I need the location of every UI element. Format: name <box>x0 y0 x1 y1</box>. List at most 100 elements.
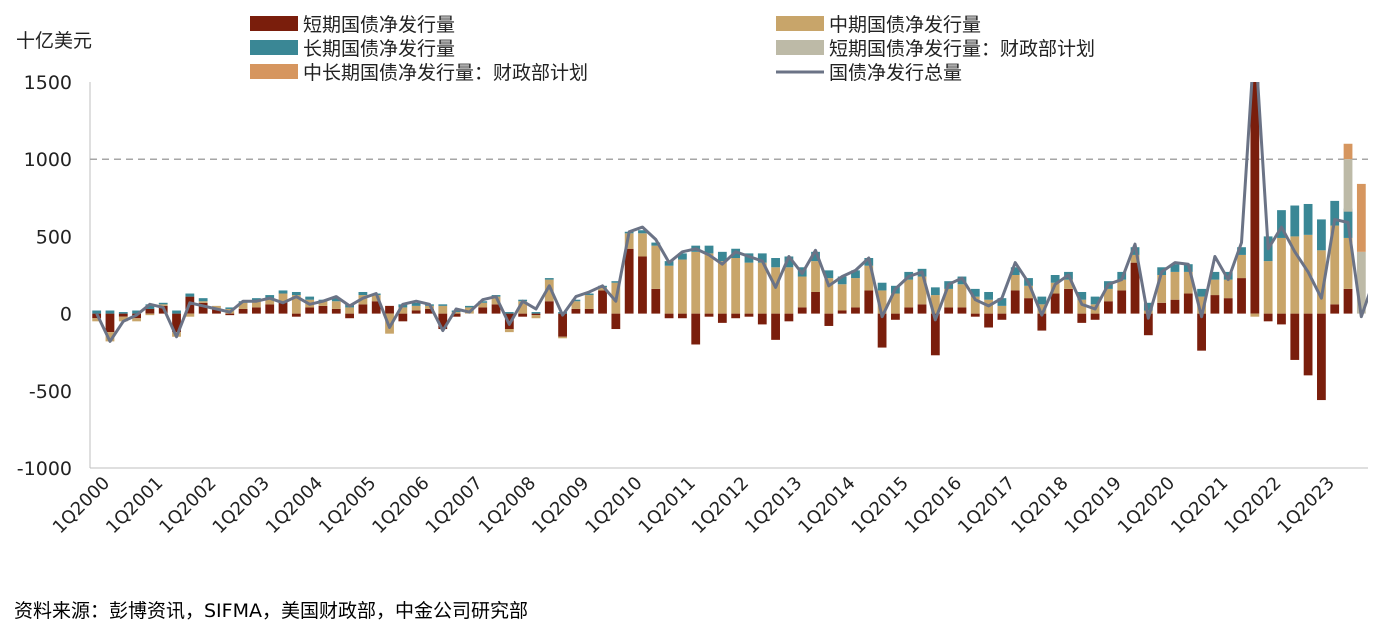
bar-bills <box>744 313 754 317</box>
bar-bills <box>957 307 967 314</box>
x-tick-label: 1Q2005 <box>315 473 380 538</box>
bar-bonds <box>504 312 514 314</box>
bar-bills <box>478 307 488 314</box>
bar-bonds <box>132 310 141 314</box>
x-tick-label: 1Q2015 <box>848 473 913 538</box>
bar-notes <box>1210 279 1220 296</box>
x-tick-label: 1Q2006 <box>368 473 433 538</box>
bar-bills <box>678 313 687 319</box>
bar-bonds <box>1010 267 1020 275</box>
bar-bills <box>651 288 661 314</box>
bar-bonds <box>837 276 847 285</box>
bar-notes <box>1183 271 1193 294</box>
y-axis-title: 十亿美元 <box>16 30 92 52</box>
bar-notes <box>651 245 661 289</box>
bar-notes <box>598 287 607 291</box>
bar-bonds <box>717 251 727 262</box>
x-tick-label: 1Q2020 <box>1114 473 1179 538</box>
bar-bonds <box>1290 205 1300 237</box>
y-tick-label: -500 <box>29 381 72 403</box>
bar-bills <box>598 290 607 314</box>
x-tick-label: 1Q2007 <box>422 473 487 538</box>
x-tick-label: 1Q2002 <box>155 473 220 538</box>
bar-bonds <box>771 258 780 268</box>
bar-bonds <box>1330 200 1340 226</box>
bar-bills <box>811 291 820 314</box>
bar-bills <box>970 313 980 317</box>
bar-bonds <box>997 298 1007 306</box>
bar-bonds <box>678 253 687 260</box>
bar-notes <box>664 265 674 314</box>
bar-notes <box>438 305 448 314</box>
bar-notes <box>584 295 594 309</box>
bar-bonds <box>438 304 448 306</box>
bar-bills <box>1010 290 1020 314</box>
bar-notes <box>331 301 341 309</box>
bar-notes <box>944 288 954 308</box>
x-tick-label: 1Q2004 <box>262 473 327 538</box>
y-tick-label: 1000 <box>24 149 72 171</box>
bar-coupons-plan <box>1343 143 1353 160</box>
bar-notes <box>345 307 354 314</box>
bar-notes <box>1290 236 1300 314</box>
bar-notes <box>198 301 208 303</box>
bar-bills <box>1197 313 1206 351</box>
bar-notes <box>704 253 714 314</box>
bar-bills <box>198 302 208 314</box>
bar-bills <box>278 301 288 314</box>
bar-bonds <box>970 288 980 297</box>
bar-notes <box>744 262 754 314</box>
bar-bills <box>624 248 634 314</box>
bar-bills <box>212 308 221 314</box>
bar-bills <box>717 313 727 323</box>
bar-notes <box>757 262 767 314</box>
bar-notes <box>1317 250 1326 314</box>
x-tick-label: 1Q2011 <box>635 473 700 538</box>
bar-notes <box>1117 279 1127 291</box>
bar-notes <box>185 313 195 317</box>
bar-bills <box>1317 313 1326 401</box>
bar-bonds <box>1143 302 1153 311</box>
bar-bonds <box>358 291 368 296</box>
legend-swatch <box>776 16 824 31</box>
bar-bonds <box>851 270 860 279</box>
x-tick-label: 1Q2018 <box>1007 473 1072 538</box>
bar-notes <box>1277 237 1286 314</box>
bar-bills <box>1263 313 1273 322</box>
bar-notes <box>997 305 1007 314</box>
bar-notes <box>132 318 141 322</box>
bar-bonds <box>465 305 474 308</box>
bar-bonds <box>1077 291 1087 300</box>
bar-bills <box>851 307 860 314</box>
bar-bonds <box>531 312 541 314</box>
bar-notes <box>1330 225 1340 305</box>
bar-notes <box>957 284 967 308</box>
bar-bonds <box>1037 296 1047 305</box>
bar-bills <box>265 304 275 314</box>
bar-notes <box>771 267 780 314</box>
bar-bonds <box>185 293 195 297</box>
bar-bills <box>930 313 940 356</box>
legend-label: 中长期国债净发行量：财政部计划 <box>303 62 588 84</box>
bar-notes <box>1263 261 1273 314</box>
bar-notes <box>411 305 421 311</box>
legend-label: 短期国债净发行量 <box>303 14 455 36</box>
x-tick-label: 1Q2022 <box>1220 473 1285 538</box>
bar-bills <box>225 313 235 316</box>
bar-bonds <box>571 299 581 302</box>
bar-bills <box>331 308 341 314</box>
bar-bills <box>371 301 381 314</box>
source-note: 资料来源：彭博资讯，SIFMA，美国财政部，中金公司研究部 <box>14 600 528 622</box>
bar-bills <box>1343 288 1353 314</box>
bar-notes <box>824 278 834 314</box>
legend-swatch <box>250 16 298 31</box>
bar-notes <box>917 276 927 305</box>
bar-notes <box>531 315 541 319</box>
x-tick-label: 1Q2012 <box>688 473 753 538</box>
bar-notes <box>92 318 102 322</box>
bar-bills <box>731 313 741 319</box>
bar-bonds <box>198 298 208 302</box>
bar-bills <box>571 308 581 314</box>
bar-bonds <box>1317 219 1326 251</box>
bar-notes <box>797 276 807 308</box>
